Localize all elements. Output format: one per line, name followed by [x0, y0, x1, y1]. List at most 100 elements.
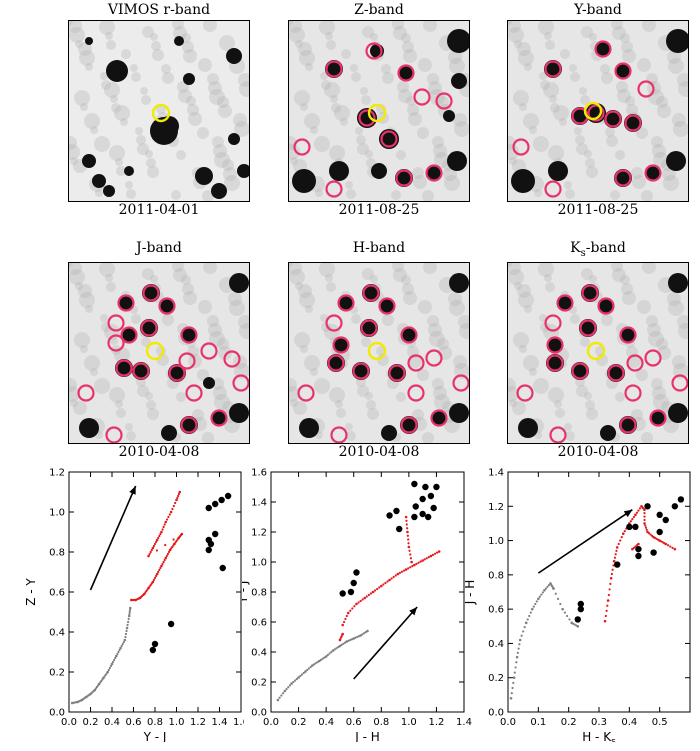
- noise-blob: [69, 21, 73, 25]
- noise-blob: [202, 432, 214, 443]
- noise-blob: [667, 292, 681, 306]
- noise-blob: [434, 152, 450, 168]
- y-tick-label: 1.0: [251, 558, 267, 569]
- source-circle: [425, 349, 443, 367]
- noise-blob: [611, 21, 623, 30]
- star-blob: [426, 165, 442, 181]
- model-point-red: [607, 593, 610, 597]
- model-point-grey: [534, 602, 537, 606]
- noise-blob: [341, 49, 351, 59]
- noise-blob: [677, 315, 688, 329]
- noise-blob: [401, 275, 411, 285]
- noise-blob: [428, 81, 442, 95]
- noise-blob: [651, 136, 663, 148]
- source-circle: [107, 334, 125, 352]
- noise-blob: [289, 378, 297, 392]
- noise-blob: [575, 135, 585, 145]
- noise-blob: [625, 96, 635, 106]
- model-point-grey: [347, 639, 350, 642]
- noise-blob: [187, 104, 199, 116]
- model-point-grey: [540, 593, 543, 596]
- noise-blob: [601, 72, 613, 84]
- y-tick-label: 1.0: [49, 508, 65, 519]
- noise-blob: [529, 126, 537, 134]
- model-point-grey: [311, 664, 314, 667]
- noise-blob: [626, 104, 638, 116]
- noise-blob: [668, 58, 684, 74]
- model-point-grey: [343, 641, 347, 644]
- star-blob: [160, 299, 174, 313]
- source-circle: [327, 354, 345, 372]
- noise-blob: [391, 190, 401, 200]
- star-blob: [339, 296, 353, 310]
- noise-blob: [427, 315, 439, 327]
- model-point-grey: [111, 660, 115, 664]
- model-point-red: [405, 519, 408, 522]
- model-point-red: [663, 542, 666, 545]
- noise-blob: [321, 80, 331, 90]
- noise-blob: [294, 90, 310, 106]
- noise-blob: [161, 64, 171, 74]
- x-tick-label: 1.0: [169, 717, 185, 728]
- noise-blob: [75, 282, 83, 290]
- model-point-red: [355, 602, 358, 606]
- y-tick-label: 0.2: [488, 673, 504, 684]
- noise-blob: [543, 82, 559, 98]
- noise-blob: [636, 127, 648, 139]
- model-point-red: [635, 511, 639, 514]
- model-point-red: [171, 507, 174, 511]
- noise-blob: [600, 64, 610, 74]
- model-point-grey: [323, 656, 326, 659]
- noise-blob: [668, 300, 684, 316]
- noise-blob: [432, 378, 444, 390]
- model-point-red: [174, 501, 177, 505]
- noise-blob: [508, 263, 521, 275]
- panel-title: Ks-band: [570, 240, 626, 259]
- model-point-red: [611, 568, 614, 571]
- star-blob: [79, 418, 99, 438]
- noise-blob: [381, 64, 391, 74]
- noise-blob: [198, 300, 212, 314]
- noise-blob: [540, 80, 550, 90]
- noise-blob: [512, 401, 526, 415]
- noise-blob: [673, 121, 688, 137]
- noise-blob: [437, 338, 449, 350]
- model-point-grey: [513, 671, 516, 674]
- model-point-red: [413, 563, 416, 567]
- noise-blob: [549, 95, 557, 103]
- observed-point: [662, 516, 669, 524]
- x-tick-label: 0.2: [291, 717, 307, 728]
- model-point-grey: [546, 585, 549, 588]
- observed-point: [433, 483, 440, 491]
- source-circle: [325, 60, 343, 78]
- star-blob: [362, 284, 380, 302]
- noise-blob: [611, 263, 623, 272]
- model-point-grey: [520, 634, 523, 637]
- noise-blob: [513, 332, 529, 348]
- model-point-grey: [317, 659, 321, 663]
- observation-date: 2011-08-25: [338, 202, 420, 218]
- noise-blob: [367, 408, 379, 420]
- model-point-red: [378, 586, 381, 589]
- noise-blob: [300, 345, 308, 353]
- model-point-grey: [128, 608, 132, 612]
- observed-point: [577, 600, 584, 608]
- noise-blob: [356, 135, 366, 145]
- model-point-red: [405, 523, 408, 526]
- noise-blob: [589, 275, 597, 283]
- x-tick-label: 0.0: [263, 717, 279, 728]
- y-tick-label: 0.8: [251, 588, 267, 599]
- model-point-red: [437, 550, 441, 553]
- model-point-grey: [337, 646, 340, 649]
- model-point-red: [353, 605, 356, 608]
- noise-blob: [203, 21, 217, 32]
- model-point-red: [166, 552, 169, 556]
- source-circle: [293, 138, 311, 156]
- model-point-grey: [297, 676, 300, 679]
- plot-svg: 0.0 0.2 0.4 0.6 0.8 1.0 1.2 1.4 1.6 0.0 0.2 0.4 0.6 0…: [24, 468, 244, 743]
- noise-blob: [382, 314, 394, 326]
- model-point-red: [632, 546, 635, 549]
- noise-blob: [213, 144, 227, 158]
- noise-blob: [401, 33, 411, 43]
- source-circle: [637, 80, 655, 98]
